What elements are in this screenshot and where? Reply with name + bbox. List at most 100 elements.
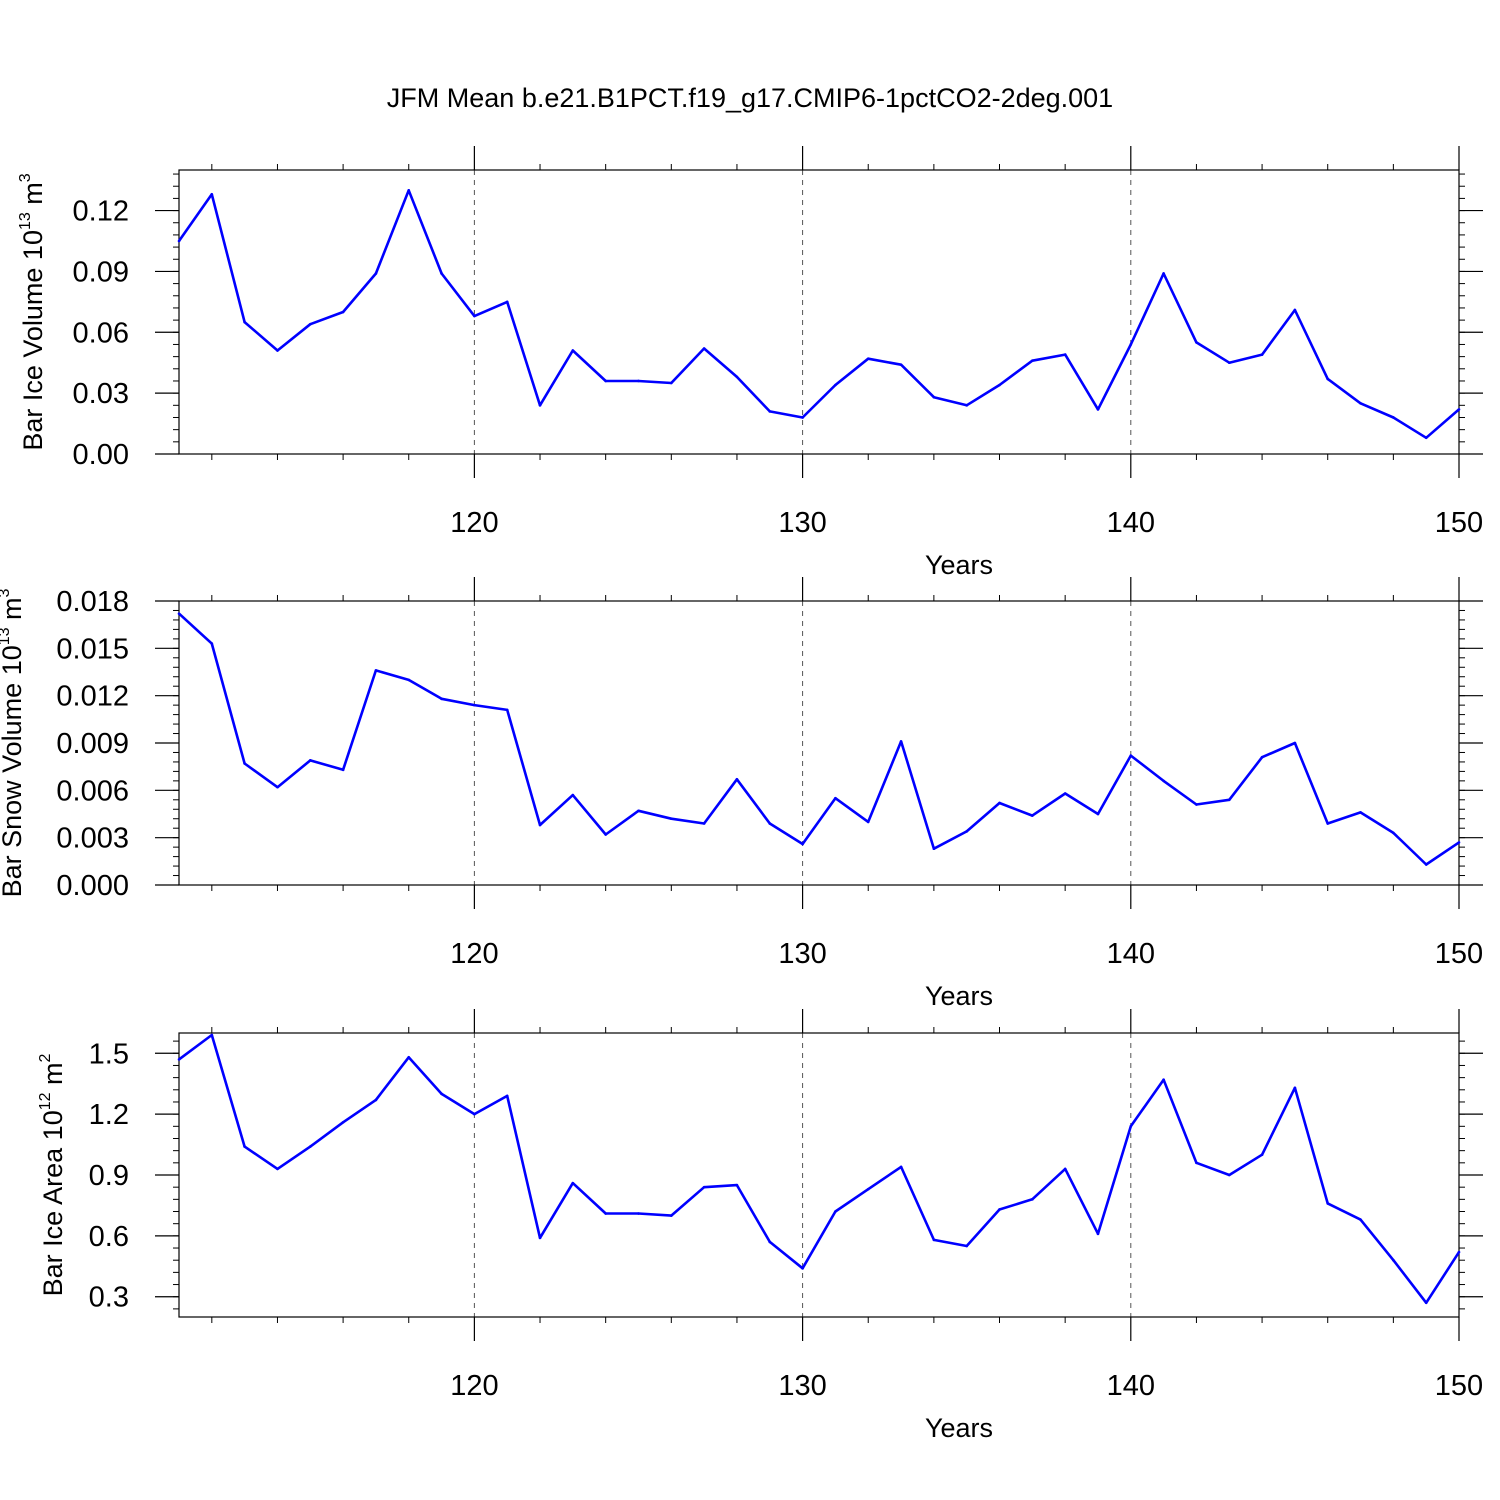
data-point: [473, 1112, 476, 1116]
data-point: [965, 404, 968, 407]
x-tick-label: 120: [450, 507, 498, 539]
data-point: [1195, 341, 1198, 344]
data-point: [735, 777, 739, 781]
data-point: [1424, 863, 1428, 866]
y-tick-label: 0.06: [73, 317, 129, 349]
data-point: [1293, 308, 1297, 312]
data-point: [1359, 1218, 1362, 1221]
data-point: [1096, 408, 1100, 411]
panel-3: 120 130 140 150 0.3 0.6 0.9 1.2 1.5 Years Bar Ice …: [37, 1009, 1483, 1443]
data-point: [932, 847, 936, 851]
data-point: [1457, 841, 1461, 844]
data-point: [670, 1214, 673, 1217]
data-point: [670, 381, 673, 385]
data-point: [1031, 814, 1034, 817]
data-point: [505, 300, 509, 304]
x-tick-label: 140: [1107, 507, 1155, 539]
y-tick-label: 0.09: [73, 256, 129, 288]
data-point: [1457, 408, 1461, 411]
y-tick-label: 0.9: [89, 1160, 129, 1192]
data-point: [1096, 1232, 1100, 1236]
data-point: [1424, 1301, 1428, 1305]
data-point: [440, 272, 443, 275]
data-point: [210, 1033, 214, 1037]
data-point: [374, 1098, 378, 1102]
y-tick-label: 1.5: [89, 1038, 129, 1070]
y-tick-label: 0.3: [89, 1282, 129, 1314]
data-point: [1063, 792, 1067, 795]
data-point: [1063, 1167, 1067, 1171]
data-point: [768, 822, 772, 825]
data-point: [702, 1185, 706, 1189]
data-point: [243, 1145, 246, 1148]
data-point: [1359, 811, 1362, 814]
x-axis-title: Years: [925, 981, 993, 1011]
data-point: [1392, 831, 1395, 835]
data-point: [210, 193, 214, 196]
data-point: [1392, 1258, 1395, 1262]
data-point: [1162, 272, 1165, 275]
data-point: [571, 793, 575, 797]
data-point: [932, 395, 936, 399]
data-point: [276, 349, 279, 352]
data-point: [1424, 436, 1428, 440]
data-point: [866, 1187, 870, 1191]
data-point: [276, 1167, 279, 1171]
data-point: [210, 642, 214, 645]
data-point: [1162, 779, 1165, 783]
data-point: [604, 1212, 607, 1215]
data-point: [899, 740, 903, 743]
data-point: [1227, 798, 1231, 802]
data-point: [670, 817, 673, 821]
data-point: [177, 612, 181, 615]
data-point: [374, 272, 378, 275]
x-tick-label: 130: [778, 938, 826, 970]
data-point: [1260, 1153, 1264, 1157]
data-point: [440, 697, 443, 701]
data-point: [1293, 1086, 1297, 1090]
data-point: [801, 842, 804, 846]
data-point: [965, 830, 968, 833]
data-point: [1457, 1250, 1461, 1254]
data-point: [932, 1238, 936, 1242]
x-tick-label: 120: [450, 1370, 498, 1402]
figure-title: JFM Mean b.e21.B1PCT.f19_g17.CMIP6-1pctC…: [387, 83, 1113, 113]
data-point: [899, 1165, 903, 1169]
y-tick-label: 0.00: [73, 439, 129, 471]
data-point: [1392, 416, 1395, 419]
x-tick-label: 150: [1435, 938, 1483, 970]
data-point: [604, 379, 607, 383]
data-point: [866, 357, 870, 360]
data-point: [1031, 1198, 1034, 1201]
data-point: [538, 404, 542, 407]
data-point: [1063, 353, 1067, 356]
series-line: [178, 612, 1460, 866]
x-tick-label: 120: [450, 938, 498, 970]
data-point: [341, 768, 345, 772]
y-tick-label: 0.006: [56, 775, 129, 807]
data-point: [1326, 822, 1330, 825]
x-tick-label: 130: [778, 1370, 826, 1402]
data-point: [505, 708, 509, 712]
data-point: [374, 669, 378, 672]
data-point: [1129, 754, 1133, 757]
y-tick-label: 0.12: [73, 196, 129, 228]
data-point: [440, 1092, 443, 1096]
x-axis-title: Years: [925, 1413, 993, 1443]
y-tick-label: 0.018: [56, 586, 129, 618]
data-point: [735, 1183, 739, 1187]
data-point: [341, 1120, 345, 1124]
y-tick-label: 0.009: [56, 728, 129, 760]
data-point: [1162, 1078, 1165, 1081]
data-point: [407, 188, 411, 192]
data-point: [1195, 1161, 1198, 1165]
data-point: [768, 410, 772, 413]
y-tick-label: 0.003: [56, 823, 129, 855]
data-point: [1260, 755, 1264, 759]
data-point: [276, 785, 279, 789]
data-point: [801, 416, 804, 419]
x-tick-label: 150: [1435, 507, 1483, 539]
data-point: [735, 375, 739, 379]
data-point: [834, 796, 837, 800]
data-point: [1031, 359, 1034, 362]
